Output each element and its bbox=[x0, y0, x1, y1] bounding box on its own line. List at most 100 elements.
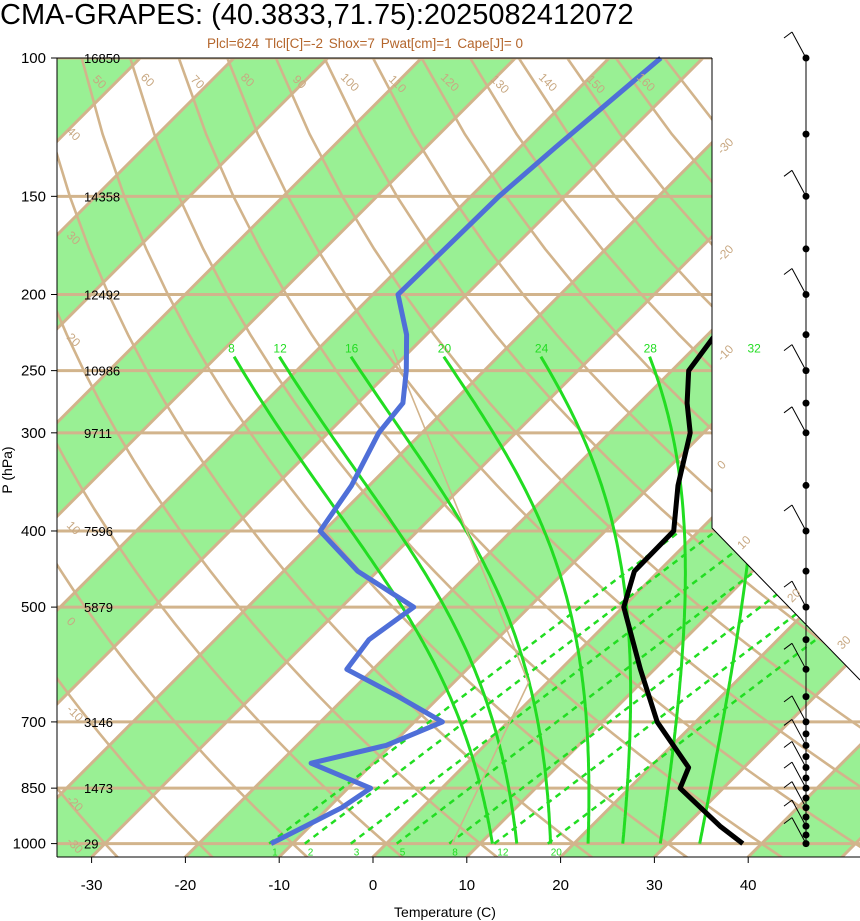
height-label: 14358 bbox=[84, 189, 120, 204]
parcel-line bbox=[391, 349, 530, 844]
wind-level-dot bbox=[802, 730, 810, 738]
wind-barb bbox=[791, 817, 807, 844]
temperature-tick-label: 40 bbox=[740, 877, 757, 894]
wind-barb bbox=[791, 580, 807, 608]
pressure-label: 250 bbox=[21, 363, 46, 380]
dry-adiabat-line bbox=[57, 58, 122, 857]
temperature-band bbox=[182, 58, 860, 857]
wind-level-dot bbox=[802, 693, 810, 701]
chart-title: CMA-GRAPES: (40.3833,71.75):202508241207… bbox=[0, 0, 634, 31]
mixing-ratio-line bbox=[268, 529, 682, 845]
height-label: 7596 bbox=[84, 524, 113, 539]
dry-adiabat-line bbox=[226, 58, 860, 857]
temperature-tick-label: -10 bbox=[268, 877, 290, 894]
temperature-band bbox=[557, 58, 860, 857]
isotherm-line bbox=[57, 58, 553, 857]
x-axis-title: Temperature (C) bbox=[394, 904, 496, 920]
moist-adiabat-line bbox=[648, 356, 687, 844]
height-label: 10986 bbox=[84, 364, 120, 379]
wind-barb-flag bbox=[783, 695, 793, 703]
parcel-path bbox=[391, 349, 530, 844]
moist-adiabat-line bbox=[278, 355, 519, 844]
wind-barb bbox=[791, 719, 807, 746]
moist-adiabat-label: 16 bbox=[345, 342, 359, 356]
pressure-label: 700 bbox=[21, 714, 46, 731]
wind-barb bbox=[791, 504, 807, 532]
dry-adiabat-line bbox=[57, 58, 217, 857]
wind-barb bbox=[791, 695, 807, 723]
moist-adiabat-line bbox=[232, 355, 494, 844]
wind-barb bbox=[791, 643, 807, 670]
moist-adiabat-label: 20 bbox=[438, 342, 452, 356]
wind-barb-flag bbox=[783, 406, 793, 414]
moist-adiabat-label: 28 bbox=[644, 342, 658, 356]
wind-level-dot bbox=[802, 636, 810, 644]
wind-barb-flag bbox=[783, 781, 793, 789]
wind-barb bbox=[791, 799, 807, 827]
wind-level-dot bbox=[802, 753, 810, 761]
mixing-ratio-label: 12 bbox=[497, 848, 509, 859]
mixing-ratio-line bbox=[349, 529, 763, 845]
mixing-ratio-line bbox=[395, 529, 809, 845]
mixing-ratio-label: 3 bbox=[354, 848, 360, 859]
moist-adiabat-line bbox=[442, 355, 591, 844]
wind-barb-flag bbox=[783, 344, 793, 352]
wind-level-dot bbox=[802, 399, 810, 407]
height-label: 16850 bbox=[84, 51, 120, 66]
isotherm-line bbox=[57, 58, 741, 857]
height-label: 1473 bbox=[84, 781, 113, 796]
mixing-ratio-label: 2 bbox=[308, 848, 314, 859]
wind-barb bbox=[791, 344, 807, 371]
dry-adiabat-line bbox=[371, 58, 860, 857]
wind-level-dot bbox=[802, 831, 810, 839]
mixing-ratio-label: 20 bbox=[551, 848, 563, 859]
wind-barb-flag bbox=[783, 31, 793, 39]
wind-barb-flag bbox=[783, 741, 793, 748]
pressure-label: 500 bbox=[21, 599, 46, 616]
height-label: 3146 bbox=[84, 715, 113, 730]
height-label: 5879 bbox=[84, 600, 113, 615]
y-axis-title: P (hPa) bbox=[0, 446, 15, 493]
pressure-label: 300 bbox=[21, 425, 46, 442]
wind-barb-flag bbox=[783, 817, 793, 824]
temperature-tick-label: 20 bbox=[552, 877, 569, 894]
temperature-tick-label: -20 bbox=[175, 877, 197, 894]
mixing-ratio-label: 8 bbox=[452, 848, 458, 859]
pressure-label: 150 bbox=[21, 188, 46, 205]
wind-barb-flag bbox=[783, 719, 793, 726]
pressure-label: 100 bbox=[21, 50, 46, 67]
wind-barb-flag bbox=[783, 799, 793, 807]
wind-level-dot bbox=[802, 130, 810, 138]
moist-adiabat-label: 12 bbox=[273, 342, 287, 356]
wind-barb-flag bbox=[783, 761, 793, 769]
frame-edge bbox=[711, 58, 860, 681]
index-pwat: Pwat[cm]=1 bbox=[380, 36, 452, 51]
wind-barb bbox=[791, 406, 807, 434]
frame-mask bbox=[712, 58, 860, 680]
moist-adiabat-line bbox=[539, 355, 633, 844]
mixing-ratio-label: 5 bbox=[400, 848, 406, 859]
wind-barb-flag bbox=[783, 268, 793, 275]
moist-adiabat-line bbox=[349, 355, 552, 844]
wind-barb-flag bbox=[783, 642, 793, 650]
moist-adiabat-label: 24 bbox=[535, 342, 549, 356]
height-label: 12492 bbox=[84, 287, 120, 302]
index-cape: Cape[J]= 0 bbox=[457, 36, 524, 51]
moist-adiabats bbox=[232, 355, 759, 844]
moist-adiabat-label: 32 bbox=[747, 342, 761, 356]
wind-level-dot bbox=[802, 481, 810, 489]
wind-barb-flag bbox=[783, 504, 793, 512]
mixing-ratio-label: 1 bbox=[272, 848, 278, 859]
wind-barb bbox=[791, 761, 807, 789]
wind-barb bbox=[791, 170, 807, 197]
mixing-ratio-line bbox=[546, 529, 860, 845]
pressure-label: 1000 bbox=[13, 836, 46, 853]
pressure-label: 200 bbox=[21, 286, 46, 303]
height-label: 9711 bbox=[84, 426, 112, 441]
wind-barb bbox=[791, 268, 807, 295]
temperature-tick-label: 10 bbox=[458, 877, 475, 894]
isotherm-line bbox=[57, 58, 272, 857]
index-shox: Shox=7 bbox=[328, 36, 375, 51]
wind-barb bbox=[791, 31, 807, 59]
